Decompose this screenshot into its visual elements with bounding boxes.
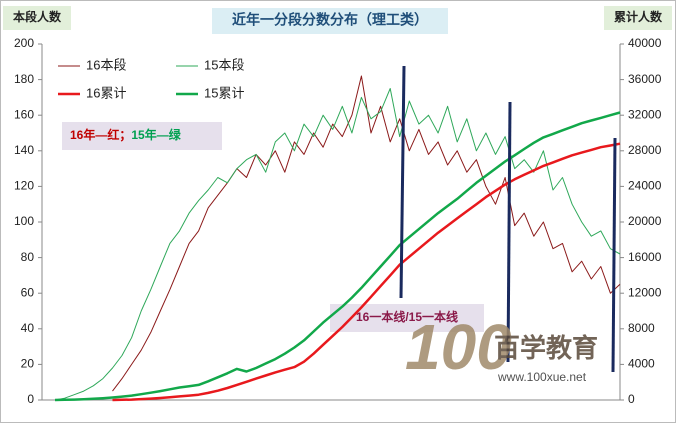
watermark-logo: 100 [405,311,512,383]
legend-label: 16本段 [86,57,126,72]
y-tick-label: 180 [14,72,34,86]
y-tick-label: 120 [14,179,34,193]
legend-label: 15本段 [204,57,244,72]
y2-tick-label: 40000 [628,36,662,50]
y-tick-label: 160 [14,107,34,121]
title-box [212,8,448,34]
y-tick-label: 200 [14,36,34,50]
legend-label: 16累计 [86,85,126,100]
series-line [54,111,621,402]
annotation-part: ； [119,128,131,142]
cutoff-lines [399,65,617,373]
y-tick-label: 20 [21,357,35,371]
annotation: 16一本线/15一本线 [356,309,458,324]
y-tick-label: 60 [21,285,35,299]
cutoff-line [506,101,512,363]
watermark-url: www.100xue.net [497,370,587,384]
annotation-box [330,304,484,332]
y2label-box [604,6,672,30]
y-tick-label: 80 [21,250,35,264]
series-line [112,75,621,392]
y-tick-label: 40 [21,321,35,335]
annotation-box [62,122,222,150]
watermark-name: 百学教育 [494,333,598,363]
ylabel-box [3,6,71,30]
y2-tick-label: 4000 [628,357,655,371]
cutoff-line [611,137,617,373]
watermark: 100 百学教育 www.100xue.net [405,311,598,384]
annotation-part: 16年—红 [70,127,119,142]
annotation: 16年—红；15年—绿 [70,127,182,142]
y2-tick-label: 24000 [628,179,662,193]
y2-tick-label: 16000 [628,250,662,264]
y2-axis-label: 累计人数 [614,9,663,24]
chart-title: 近年一分段分数分布（理工类） [232,12,428,28]
plot: 0 20 40 60 80 100 120 140 160 180 200 0 4000 8000 1200… [14,36,662,406]
y2-tick-label: 8000 [628,321,655,335]
annotation-part: 15年—绿 [131,127,181,142]
y-tick-label: 100 [14,214,34,228]
y2-tick-label: 0 [628,392,635,406]
y-axis-label: 本段人数 [13,9,62,24]
y-tick-label: 140 [14,143,34,157]
y2-tick-label: 36000 [628,72,662,86]
series-line [112,142,621,402]
y2-tick-label: 32000 [628,107,662,121]
y-tick-label: 0 [27,392,34,406]
legend-label: 15累计 [204,85,244,100]
y2-tick-label: 12000 [628,285,662,299]
series-line [54,88,621,401]
cutoff-line [399,65,406,299]
y2-tick-label: 20000 [628,214,662,228]
y2-tick-label: 28000 [628,143,662,157]
